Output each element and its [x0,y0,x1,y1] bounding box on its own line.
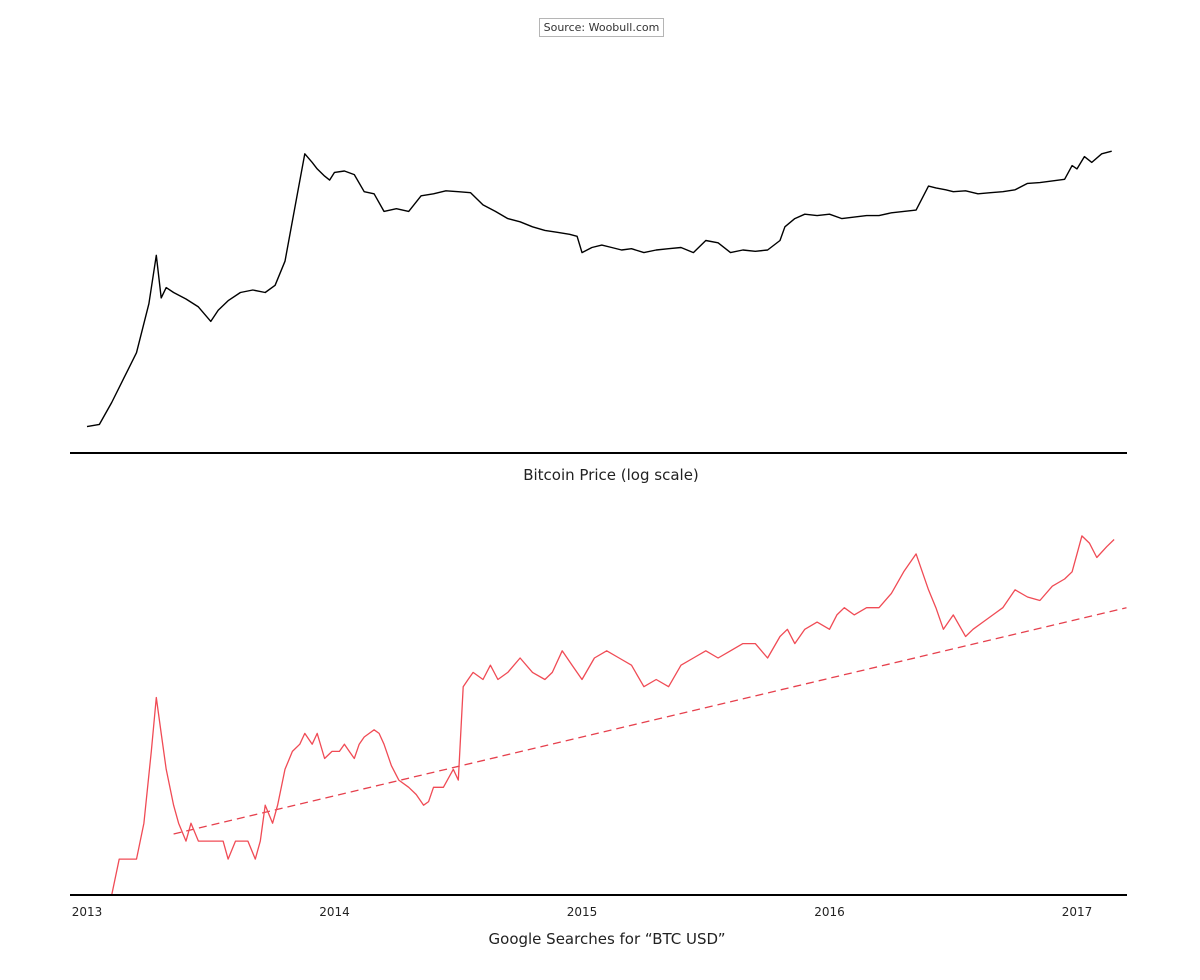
x-tick-labels: 2013 2014 2015 2016 2017 [72,905,1093,919]
search-chart: 2013 2014 2015 2016 2017 Google Searches for… [70,535,1127,948]
x-tick-label: 2016 [814,905,845,919]
search-series-line [111,535,1115,896]
price-chart-title: Bitcoin Price (log scale) [523,466,699,484]
price-chart: Bitcoin Price (log scale) [70,150,1127,484]
search-trend-line [173,607,1127,835]
price-series-line [86,150,1112,428]
search-chart-title: Google Searches for “BTC USD” [489,930,726,948]
x-tick-label: 2017 [1062,905,1093,919]
x-tick-label: 2015 [567,905,598,919]
source-label: Source: Woobull.com [539,18,664,37]
x-tick-label: 2013 [72,905,103,919]
x-tick-label: 2014 [319,905,350,919]
